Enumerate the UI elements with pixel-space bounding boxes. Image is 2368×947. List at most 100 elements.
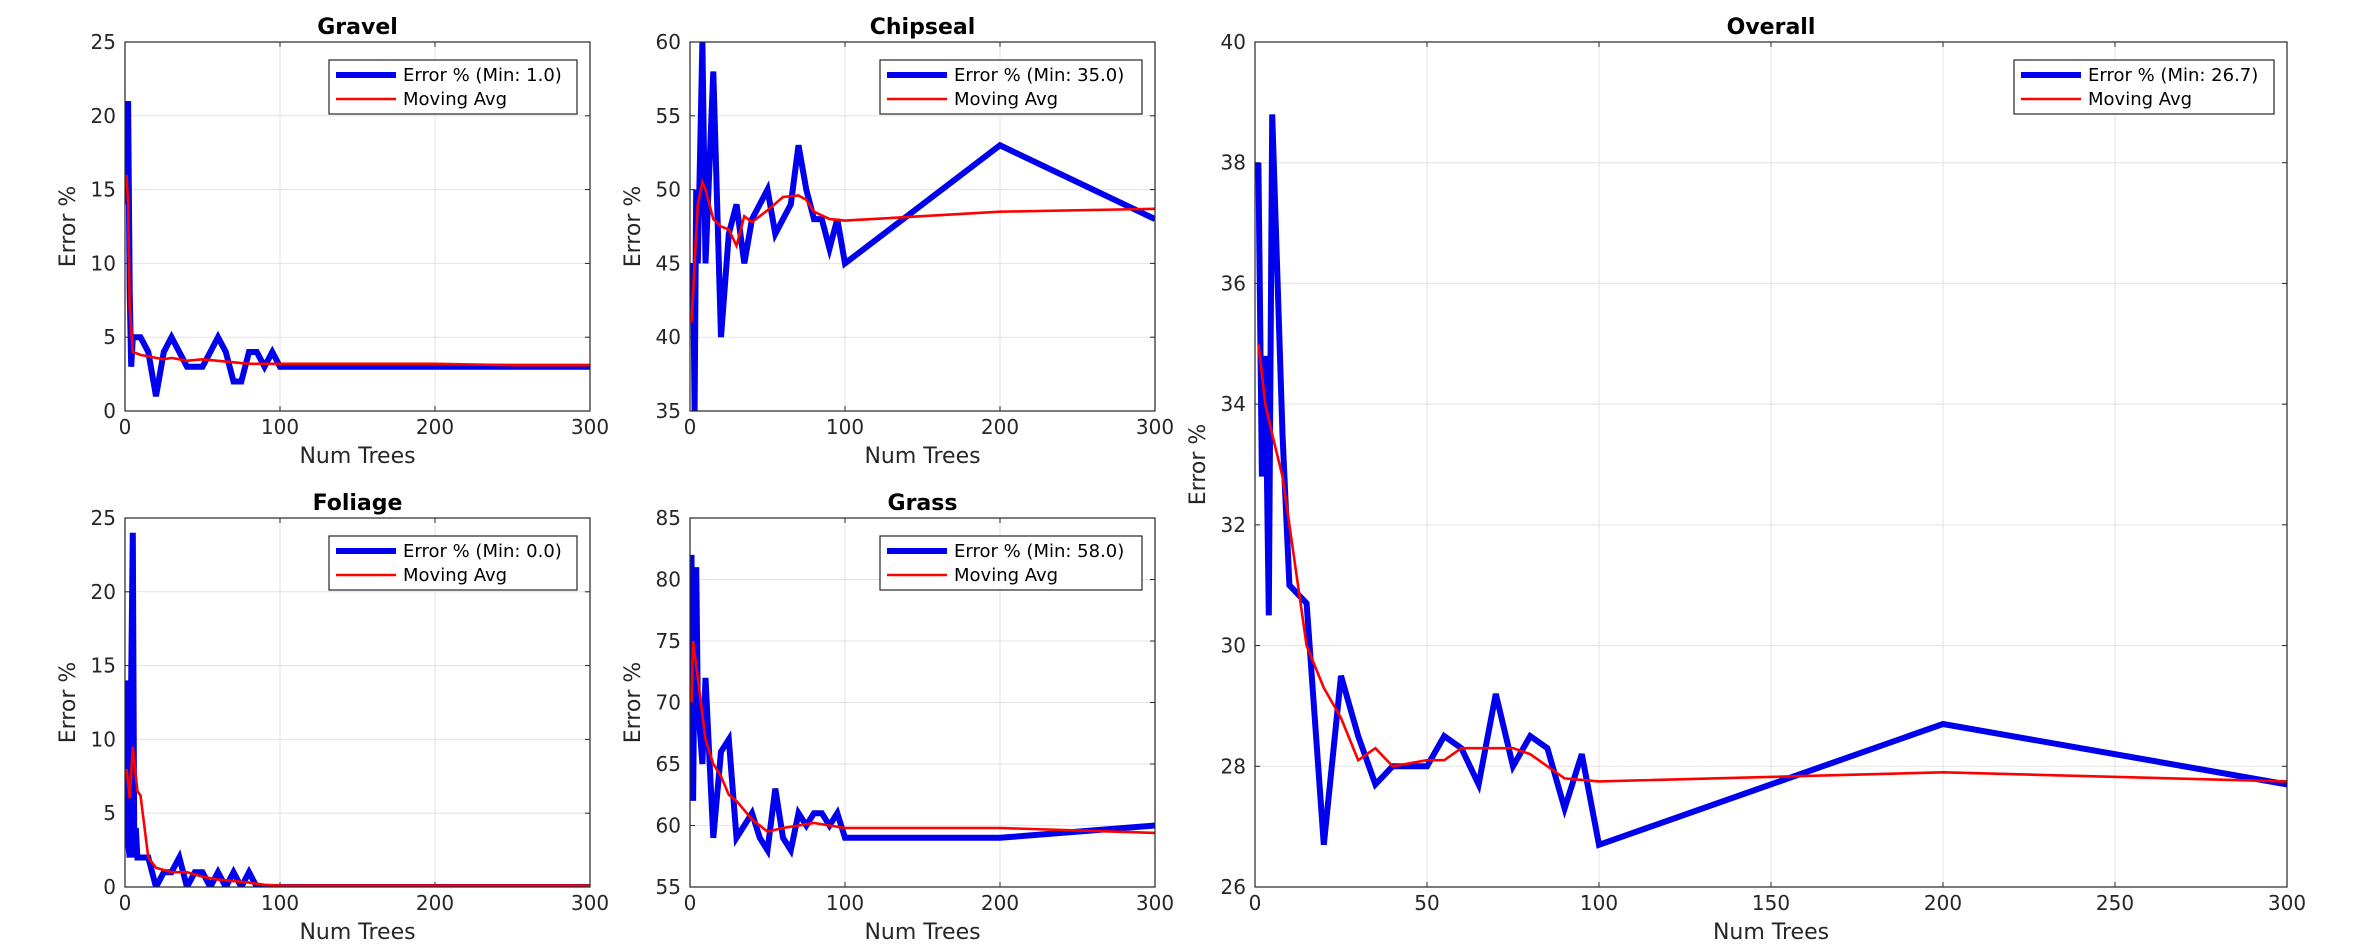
x-tick-label: 300	[1136, 415, 1174, 439]
chart-title: Overall	[1727, 15, 1816, 40]
y-tick-label: 5	[103, 801, 116, 825]
y-tick-label: 5	[103, 325, 116, 349]
x-tick-label: 100	[1580, 891, 1618, 915]
y-tick-label: 60	[656, 814, 681, 838]
series-line-moving-avg	[690, 640, 1155, 835]
y-tick-label: 25	[91, 30, 116, 54]
chart-overall: 0 50 100 150 200 250 300 26 28 30 32 34 36 38 40 Overal…	[1186, 15, 2306, 945]
axes-box	[124, 41, 591, 412]
y-tick-label: 80	[656, 568, 681, 592]
series-line-moving-avg	[690, 177, 1155, 323]
y-tick-label: 25	[91, 506, 116, 530]
legend-label: Moving Avg	[2088, 89, 2192, 110]
y-tick-label: 28	[1221, 754, 1246, 778]
x-tick-label: 200	[416, 415, 454, 439]
y-tick-label: 15	[91, 654, 116, 678]
legend: Error % (Min: 1.0) Moving Avg	[328, 59, 578, 115]
y-axis-label: Error %	[1186, 424, 1211, 506]
x-tick-label: 100	[826, 415, 864, 439]
y-tick-label: 50	[656, 178, 681, 202]
chart-title: Foliage	[313, 491, 403, 516]
series-line-error	[1255, 114, 2287, 849]
x-tick-label: 300	[1136, 891, 1174, 915]
y-tick-label: 40	[1221, 30, 1246, 54]
legend-box	[328, 535, 578, 591]
x-tick-label: 200	[1924, 891, 1962, 915]
series-line-error	[690, 42, 1155, 411]
chart-chipseal: 0 100 200 300 35 40 45 50 55 60 Chipseal Num Trees E…	[621, 15, 1174, 469]
legend-label: Error % (Min: 35.0)	[954, 65, 1124, 86]
x-axis-label: Num Trees	[864, 444, 980, 469]
y-tick-label: 0	[103, 399, 116, 423]
y-tick-label: 65	[656, 752, 681, 776]
legend-box	[879, 535, 1143, 591]
x-axis-label: Num Trees	[864, 920, 980, 945]
x-axis-label: Num Trees	[299, 444, 415, 469]
legend-label: Error % (Min: 26.7)	[2088, 65, 2258, 86]
y-tick-label: 38	[1221, 151, 1246, 175]
legend-box	[2013, 59, 2275, 115]
axes-box	[1254, 41, 2288, 888]
x-tick-label: 50	[1414, 891, 1439, 915]
x-tick-label: 100	[261, 415, 299, 439]
y-tick-label: 55	[656, 104, 681, 128]
y-tick-label: 30	[1221, 634, 1246, 658]
legend-box	[879, 59, 1143, 115]
y-tick-label: 10	[91, 251, 116, 275]
legend-box	[328, 59, 578, 115]
y-tick-label: 15	[91, 178, 116, 202]
series-line-moving-avg	[1257, 343, 2287, 783]
y-tick-label: 32	[1221, 513, 1246, 537]
legend: Error % (Min: 26.7) Moving Avg	[2013, 59, 2275, 115]
y-tick-label: 40	[656, 325, 681, 349]
legend-label: Error % (Min: 0.0)	[403, 541, 562, 562]
y-tick-label: 0	[103, 875, 116, 899]
x-tick-label: 0	[119, 415, 132, 439]
y-axis-label: Error %	[621, 662, 646, 744]
y-tick-label: 60	[656, 30, 681, 54]
series-line-error	[690, 554, 1155, 859]
y-tick-label: 85	[656, 506, 681, 530]
chart-grass: 0 100 200 300 55 60 65 70 75 80 85 Grass Num Trees Er…	[621, 491, 1174, 945]
axes-box	[124, 517, 591, 888]
x-tick-label: 300	[2268, 891, 2306, 915]
legend-label: Error % (Min: 58.0)	[954, 541, 1124, 562]
x-tick-label: 100	[826, 891, 864, 915]
chart-title: Chipseal	[870, 15, 976, 40]
x-axis-label: Num Trees	[1713, 920, 1829, 945]
x-axis-label: Num Trees	[299, 920, 415, 945]
legend: Error % (Min: 0.0) Moving Avg	[328, 535, 578, 591]
x-tick-label: 200	[416, 891, 454, 915]
y-tick-label: 45	[656, 251, 681, 275]
x-tick-label: 300	[571, 415, 609, 439]
x-tick-label: 200	[981, 891, 1019, 915]
legend-label: Moving Avg	[403, 89, 507, 110]
x-tick-label: 0	[119, 891, 132, 915]
chart-gravel: 0 100 200 300 0 5 10 15 20 25 Gravel Num Trees Error…	[56, 15, 609, 469]
legend-label: Moving Avg	[403, 565, 507, 586]
x-tick-label: 100	[261, 891, 299, 915]
y-tick-label: 34	[1221, 392, 1246, 416]
x-tick-label: 250	[2096, 891, 2134, 915]
y-tick-label: 20	[91, 580, 116, 604]
x-tick-label: 0	[684, 891, 697, 915]
y-tick-label: 26	[1221, 875, 1246, 899]
legend-label: Moving Avg	[954, 565, 1058, 586]
x-tick-label: 150	[1752, 891, 1790, 915]
y-tick-label: 70	[656, 691, 681, 715]
y-axis-label: Error %	[621, 186, 646, 268]
y-tick-label: 36	[1221, 271, 1246, 295]
series-line-moving-avg	[125, 174, 590, 367]
x-tick-label: 200	[981, 415, 1019, 439]
series-line-moving-avg	[125, 746, 590, 887]
x-tick-label: 300	[571, 891, 609, 915]
axes-box	[689, 41, 1156, 412]
y-tick-label: 10	[91, 727, 116, 751]
legend: Error % (Min: 58.0) Moving Avg	[879, 535, 1143, 591]
axes-box	[689, 517, 1156, 888]
chart-foliage: 0 100 200 300 0 5 10 15 20 25 Foliage Num Trees Erro…	[56, 491, 609, 945]
y-tick-label: 20	[91, 104, 116, 128]
x-tick-label: 0	[1249, 891, 1262, 915]
y-axis-label: Error %	[56, 662, 81, 744]
